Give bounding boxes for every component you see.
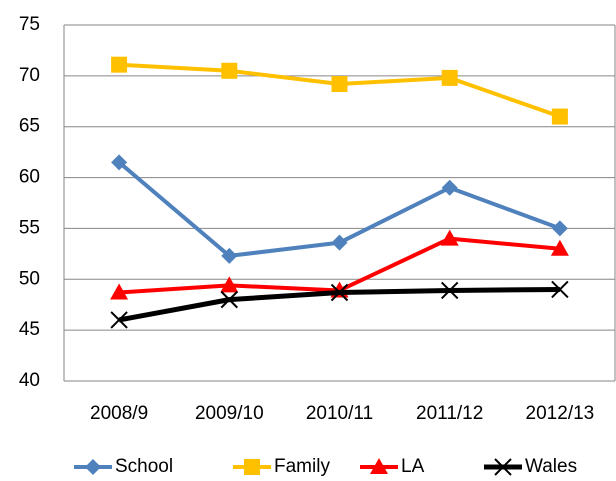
data-point: [111, 154, 128, 171]
y-tick-label: 75: [19, 14, 40, 35]
data-point: [441, 69, 458, 86]
y-tick-label: 45: [19, 319, 40, 340]
y-tick-label: 55: [19, 217, 40, 238]
y-tick-label: 40: [19, 370, 40, 391]
data-point: [111, 56, 128, 73]
data-point: [330, 283, 349, 302]
data-point: [441, 179, 458, 196]
y-tick-label: 60: [19, 167, 40, 188]
x-tick-label: 2010/11: [306, 403, 373, 424]
legend-marker: [244, 459, 260, 475]
legend-marker: [370, 458, 388, 474]
y-tick-label: 70: [19, 65, 40, 86]
data-point: [331, 75, 348, 92]
data-point: [551, 220, 568, 237]
x-tick-label: 2011/12: [416, 403, 483, 424]
y-tick-label: 65: [19, 116, 40, 137]
legend-marker: [85, 459, 101, 475]
legend-label: Family: [274, 456, 330, 477]
x-tick-label: 2012/13: [526, 403, 595, 424]
x-tick-label: 2009/10: [195, 403, 264, 424]
data-point: [440, 281, 459, 300]
data-point: [221, 62, 238, 79]
legend-label: Wales: [525, 456, 577, 477]
data-point: [551, 280, 569, 299]
legend-label: LA: [401, 456, 425, 477]
series-line: [118, 286, 560, 323]
data-point: [110, 283, 129, 300]
data-point: [221, 247, 238, 264]
legend-marker: [494, 458, 512, 476]
legend-label: School: [115, 456, 173, 477]
data-point: [440, 229, 459, 246]
data-point: [331, 234, 348, 251]
data-point: [220, 290, 239, 309]
data-point: [110, 311, 128, 329]
data-point: [550, 239, 569, 256]
y-tick-label: 50: [19, 268, 40, 289]
data-point: [551, 108, 568, 125]
x-tick-label: 2008/9: [90, 403, 148, 424]
data-point: [220, 276, 239, 293]
